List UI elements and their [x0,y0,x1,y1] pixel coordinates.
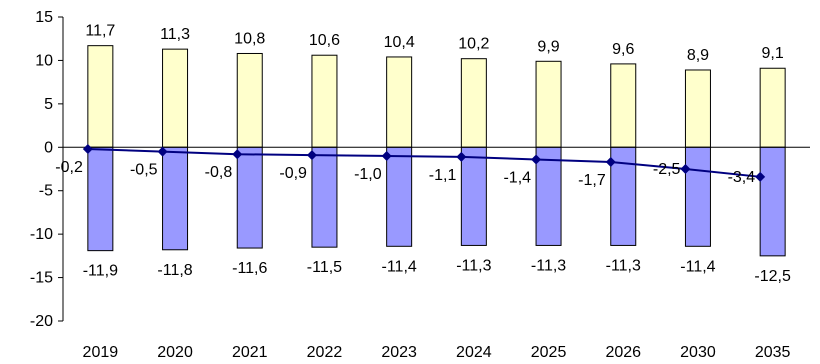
line-value-label: -1,1 [429,167,457,184]
positive-value-label: 11,7 [85,23,115,40]
line-marker [306,150,317,161]
negative-value-label: -12,5 [754,268,791,285]
x-tick-label: 2019 [83,344,119,361]
positive-value-label: 11,3 [160,26,190,43]
negative-value-label: -11,3 [456,257,491,274]
x-tick-label: 2030 [680,344,716,361]
line-marker [157,146,168,157]
negative-value-label: -11,4 [680,258,715,275]
line-value-label: -1,0 [354,166,382,183]
bar-negative [87,146,114,252]
bar-positive [386,56,413,148]
negative-value-label: -11,5 [307,259,342,276]
line-value-label: -2,5 [653,161,681,178]
line-marker [381,150,392,161]
positive-value-label: 10,6 [309,32,340,49]
y-tick-label: 5 [44,96,53,113]
line-value-label: -3,4 [728,169,756,186]
bar-negative [460,146,487,246]
positive-value-label: 9,1 [762,45,784,62]
line-value-label: -0,2 [55,159,83,176]
x-tick-label: 2021 [232,344,268,361]
x-tick-label: 2025 [531,344,567,361]
negative-value-label: -11,8 [157,262,192,279]
negative-value-label: -11,6 [232,260,267,277]
y-tick-label: -10 [30,226,53,243]
bar-positive [759,67,786,148]
bar-positive [162,48,189,148]
line-value-label: -1,4 [503,169,531,186]
y-axis-ticks: 15 10 5 0 -5 -10 -15 -20 [30,9,63,330]
bar-negative [311,146,338,248]
line-marker [82,144,93,155]
bars [87,45,786,257]
x-tick-label: 2024 [456,344,492,361]
line-marker [531,154,542,165]
x-tick-label: 2026 [605,344,641,361]
balance-line [82,144,766,182]
positive-value-label: 9,9 [537,38,559,55]
x-axis-ticks: 2019 2020 2021 2022 2023 2024 2025 2026 2030 2035 [83,344,791,361]
y-tick-label: -5 [39,183,53,200]
line-marker [232,149,243,160]
x-tick-label: 2035 [755,344,791,361]
x-tick-label: 2022 [307,344,343,361]
bar-negative [535,146,562,246]
x-tick-label: 2020 [157,344,193,361]
bar-positive [87,45,114,148]
positive-value-label: 8,9 [687,47,709,64]
x-tick-label: 2023 [381,344,417,361]
line-marker [755,171,766,182]
bar-negative [236,146,263,249]
line-marker [605,157,616,168]
line-series [87,148,761,178]
bar-positive [460,58,487,148]
y-tick-label: 0 [44,139,53,156]
line-value-label: -0,5 [130,162,158,179]
line-marker [456,151,467,162]
negative-value-label: -11,3 [531,257,566,274]
y-tick-label: -20 [30,313,53,330]
line-value-label: -0,9 [279,165,307,182]
line-marker [680,164,691,174]
data-labels: 11,7 -11,9 -0,2 11,3 -11,8 -0,5 10,8 -11,6 -0,8 1… [55,23,791,285]
y-tick-label: 15 [35,9,53,26]
bar-positive [610,63,637,148]
bar-negative [759,146,786,257]
bar-negative [684,146,711,247]
y-tick-label: 10 [35,52,53,69]
axes [62,17,810,321]
positive-value-label: 9,6 [612,41,634,58]
bar-positive [236,52,263,148]
bar-negative [386,146,413,247]
y-tick-label: -15 [30,270,53,287]
positive-value-label: 10,8 [234,30,265,47]
bar-positive [311,54,338,148]
line-value-label: -0,8 [205,164,233,181]
bar-negative [162,146,189,251]
negative-value-label: -11,4 [382,258,417,275]
bar-positive [684,69,711,148]
line-value-label: -1,7 [578,172,606,189]
positive-value-label: 10,2 [458,36,489,53]
bar-positive [535,60,562,148]
positive-value-label: 10,4 [384,34,415,51]
negative-value-label: -11,9 [83,263,118,280]
negative-value-label: -11,3 [606,257,641,274]
